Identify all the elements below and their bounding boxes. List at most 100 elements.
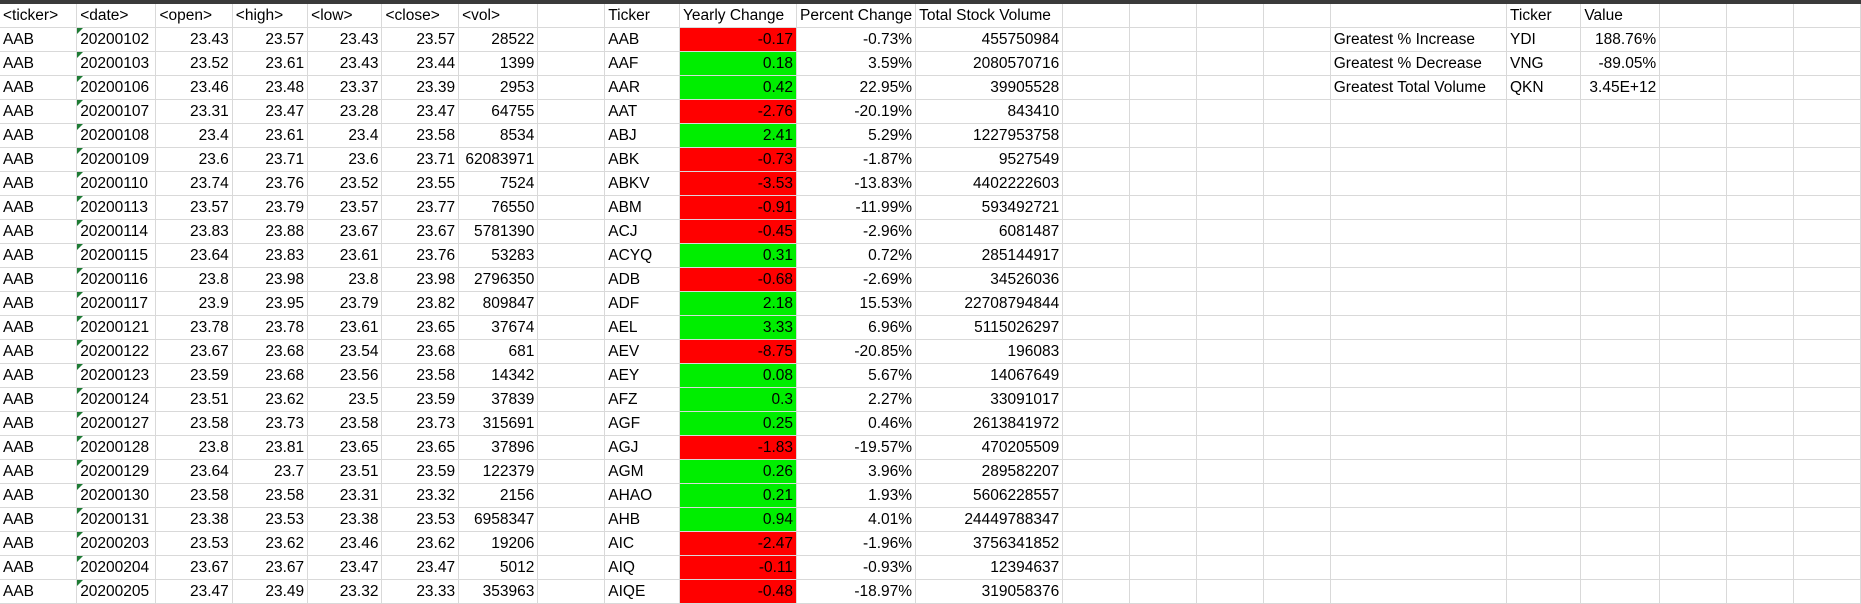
high-cell[interactable]: 23.88 — [232, 219, 309, 244]
yearly-change-cell[interactable]: -0.91 — [679, 195, 798, 220]
empty-cell[interactable] — [537, 27, 606, 52]
empty-cell[interactable] — [1129, 147, 1197, 172]
high-cell[interactable]: 23.73 — [232, 411, 309, 436]
greatest-value-header[interactable]: Value — [1580, 4, 1661, 28]
empty-cell[interactable] — [537, 123, 606, 148]
empty-cell[interactable] — [1062, 507, 1131, 532]
ticker-cell[interactable]: AAB — [0, 99, 78, 124]
empty-cell[interactable] — [1580, 507, 1661, 532]
low-cell[interactable]: 23.58 — [307, 411, 383, 436]
low-cell[interactable]: 23.5 — [307, 387, 383, 412]
summary-ticker-cell[interactable]: AAT — [604, 99, 681, 124]
empty-cell[interactable] — [1793, 75, 1861, 100]
high-cell[interactable]: 23.71 — [232, 147, 309, 172]
empty-cell[interactable] — [1580, 411, 1661, 436]
empty-cell[interactable] — [1129, 531, 1197, 556]
open-cell[interactable]: 23.53 — [155, 531, 233, 556]
date-cell[interactable]: 20200128 — [76, 435, 157, 460]
yearly-change-cell[interactable]: 2.41 — [679, 123, 798, 148]
empty-cell[interactable] — [1726, 123, 1794, 148]
empty-cell[interactable] — [537, 147, 606, 172]
yearly-change-cell[interactable]: -0.73 — [679, 147, 798, 172]
low-cell[interactable]: 23.28 — [307, 99, 383, 124]
low-cell[interactable]: 23.38 — [307, 507, 383, 532]
empty-cell[interactable] — [1506, 387, 1582, 412]
empty-cell[interactable] — [1506, 195, 1582, 220]
high-cell[interactable]: 23.95 — [232, 291, 309, 316]
open-cell[interactable]: 23.38 — [155, 507, 233, 532]
empty-cell[interactable] — [1659, 579, 1728, 604]
empty-cell[interactable] — [1793, 4, 1861, 28]
empty-cell[interactable] — [1506, 507, 1582, 532]
empty-cell[interactable] — [537, 99, 606, 124]
empty-cell[interactable] — [1062, 579, 1131, 604]
empty-cell[interactable] — [1793, 459, 1861, 484]
close-cell[interactable]: 23.65 — [381, 435, 460, 460]
open-cell[interactable]: 23.58 — [155, 483, 233, 508]
open-cell[interactable]: 23.43 — [155, 27, 233, 52]
vol-cell[interactable]: 62083971 — [458, 147, 539, 172]
empty-cell[interactable] — [1580, 243, 1661, 268]
ticker-cell[interactable]: AAB — [0, 483, 78, 508]
empty-cell[interactable] — [1580, 459, 1661, 484]
vol-cell[interactable]: 2156 — [458, 483, 539, 508]
open-cell[interactable]: 23.67 — [155, 339, 233, 364]
empty-cell[interactable] — [1793, 51, 1861, 76]
empty-cell[interactable] — [1129, 459, 1197, 484]
high-cell[interactable]: 23.68 — [232, 339, 309, 364]
empty-cell[interactable] — [537, 483, 606, 508]
low-cell[interactable]: 23.54 — [307, 339, 383, 364]
empty-cell[interactable] — [1263, 507, 1331, 532]
empty-cell[interactable] — [1726, 555, 1794, 580]
empty-cell[interactable] — [1129, 4, 1197, 28]
empty-cell[interactable] — [1129, 579, 1197, 604]
empty-cell[interactable] — [537, 75, 606, 100]
close-cell[interactable]: 23.65 — [381, 315, 460, 340]
yearly-change-cell[interactable]: -2.76 — [679, 99, 798, 124]
yearly-change-cell[interactable]: 0.3 — [679, 387, 798, 412]
empty-cell[interactable] — [1506, 339, 1582, 364]
percent-change-cell[interactable]: -0.73% — [796, 27, 917, 52]
empty-cell[interactable] — [1793, 147, 1861, 172]
yearly-change-cell[interactable]: -8.75 — [679, 339, 798, 364]
empty-cell[interactable] — [1580, 219, 1661, 244]
empty-cell[interactable] — [1506, 99, 1582, 124]
open-cell[interactable]: 23.9 — [155, 291, 233, 316]
empty-cell[interactable] — [1659, 291, 1728, 316]
empty-cell[interactable] — [1129, 51, 1197, 76]
low-cell[interactable]: 23.4 — [307, 123, 383, 148]
ticker-cell[interactable]: AAB — [0, 219, 78, 244]
empty-cell[interactable] — [1196, 51, 1264, 76]
percent-change-cell[interactable]: -20.85% — [796, 339, 917, 364]
empty-cell[interactable] — [1062, 435, 1131, 460]
summary-ticker-cell[interactable]: ADB — [604, 267, 681, 292]
empty-cell[interactable] — [1129, 291, 1197, 316]
raw-header-cell[interactable]: <vol> — [458, 4, 539, 28]
close-cell[interactable]: 23.44 — [381, 51, 460, 76]
empty-cell[interactable] — [1506, 363, 1582, 388]
empty-cell[interactable] — [1330, 579, 1507, 604]
low-cell[interactable]: 23.46 — [307, 531, 383, 556]
date-cell[interactable]: 20200102 — [76, 27, 157, 52]
empty-cell[interactable] — [1506, 459, 1582, 484]
empty-cell[interactable] — [1129, 99, 1197, 124]
percent-change-cell[interactable]: -20.19% — [796, 99, 917, 124]
empty-cell[interactable] — [537, 531, 606, 556]
empty-cell[interactable] — [1659, 99, 1728, 124]
empty-cell[interactable] — [537, 579, 606, 604]
empty-cell[interactable] — [1129, 435, 1197, 460]
empty-cell[interactable] — [1330, 507, 1507, 532]
close-cell[interactable]: 23.82 — [381, 291, 460, 316]
close-cell[interactable]: 23.71 — [381, 147, 460, 172]
ticker-cell[interactable]: AAB — [0, 171, 78, 196]
date-cell[interactable]: 20200122 — [76, 339, 157, 364]
empty-cell[interactable] — [1580, 315, 1661, 340]
empty-cell[interactable] — [1263, 267, 1331, 292]
empty-cell[interactable] — [1330, 339, 1507, 364]
vol-cell[interactable]: 6958347 — [458, 507, 539, 532]
greatest-ticker-cell[interactable]: QKN — [1506, 75, 1582, 100]
ticker-cell[interactable]: AAB — [0, 123, 78, 148]
empty-cell[interactable] — [537, 387, 606, 412]
empty-cell[interactable] — [1196, 243, 1264, 268]
summary-ticker-cell[interactable]: ACJ — [604, 219, 681, 244]
